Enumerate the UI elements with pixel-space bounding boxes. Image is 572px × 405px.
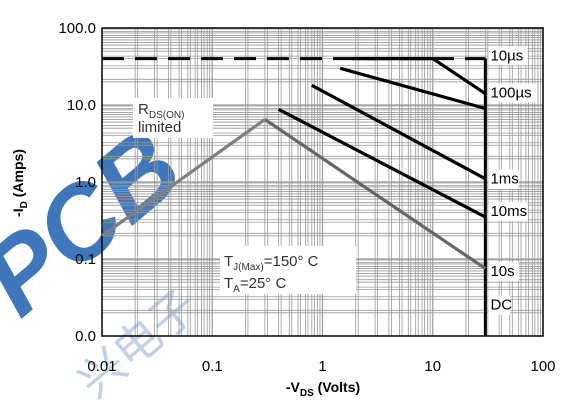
x-tick-label: 0.01 <box>87 358 116 375</box>
curve-label: 100µs <box>490 85 531 102</box>
temp-annotation-box <box>220 246 356 294</box>
plot-frame <box>101 27 544 337</box>
curve-label: DC <box>490 297 512 314</box>
curve-label-bg <box>488 295 511 315</box>
x-tick-label: 100 <box>530 358 555 375</box>
y-tick-label: 10.0 <box>67 97 96 114</box>
series-line-100µs <box>339 66 486 111</box>
series-line-10µs <box>352 56 487 96</box>
curve-label-bg <box>488 169 519 189</box>
curve-label-bg <box>488 262 519 282</box>
series-line-10s <box>264 118 487 270</box>
curve-label: 10ms <box>490 203 527 220</box>
curve-label-bg <box>488 83 537 103</box>
x-axis-label: -VDS (Volts) <box>286 379 360 399</box>
curve-label-bg <box>488 202 528 222</box>
rds-annotation-line2: limited <box>138 119 181 136</box>
tj-annotation: TJ(Max)=150° C <box>224 253 319 273</box>
y-tick-label: 100.0 <box>58 20 96 37</box>
series-line-DC <box>101 118 266 238</box>
tick-labels: 0.01 0.1 1 10 100 100.0 10.0 1.0 0.1 0.0 <box>58 20 555 375</box>
ta-annotation: TA=25° C <box>224 275 286 295</box>
x-tick-label: 1 <box>318 358 326 375</box>
curve-label: 1ms <box>490 171 518 188</box>
y-axis-label: -ID (Amps) <box>10 149 30 217</box>
y-tick-label: 0.0 <box>75 328 96 345</box>
curve-label: 10µs <box>490 47 523 64</box>
rds-annotation: RDS(ON) <box>138 101 184 121</box>
series-group <box>101 56 487 270</box>
curve-labels: 10µs 100µs 1ms 10ms 10s DC <box>488 46 537 315</box>
series-line-1ms <box>311 83 487 181</box>
x-tick-label: 10 <box>424 358 441 375</box>
series-line-10ms <box>277 107 487 219</box>
curve-label: 10s <box>490 263 514 280</box>
y-tick-label: 0.1 <box>75 251 96 268</box>
rds-annotation-box <box>133 98 213 138</box>
y-tick-label: 1.0 <box>75 174 96 191</box>
curve-label-bg <box>488 46 528 66</box>
x-tick-label: 0.1 <box>202 358 223 375</box>
